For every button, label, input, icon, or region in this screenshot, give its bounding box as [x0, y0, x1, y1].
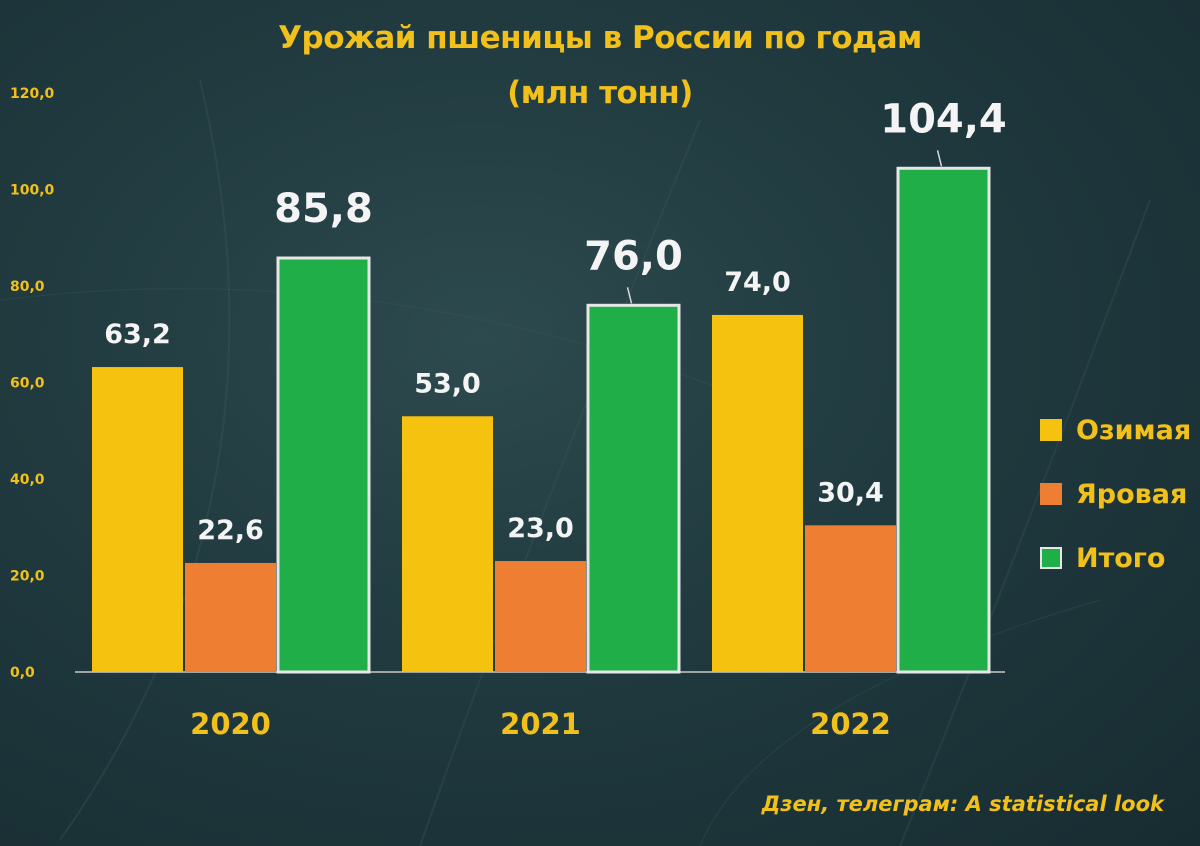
legend-item-total: Итого — [1040, 526, 1191, 590]
y-tick-label: 100,0 — [10, 183, 55, 199]
y-tick-label: 20,0 — [10, 569, 45, 585]
chart-subtitle: (млн тонн) — [507, 75, 693, 111]
leader-line — [626, 287, 633, 304]
bar-total-2022 — [896, 166, 991, 674]
legend-swatch-total — [1040, 547, 1062, 569]
data-label: 22,6 — [197, 515, 264, 546]
legend-item-winter: Озимая — [1040, 398, 1191, 462]
x-category-label: 2020 — [190, 707, 271, 741]
x-category-label: 2021 — [500, 707, 581, 741]
bar-spring-2020 — [185, 562, 276, 672]
data-label: 63,2 — [104, 319, 171, 350]
y-tick-label: 60,0 — [10, 376, 45, 392]
bar-total-2021 — [586, 303, 681, 674]
legend-label-spring: Яровая — [1076, 478, 1188, 510]
bar-winter-2022 — [712, 314, 803, 672]
chart-legend: Озимая Яровая Итого — [1040, 398, 1191, 590]
legend-label-total: Итого — [1076, 542, 1166, 574]
y-tick-label: 0,0 — [10, 665, 35, 681]
legend-label-winter: Озимая — [1076, 414, 1192, 446]
legend-swatch-winter — [1040, 419, 1062, 441]
data-label: 76,0 — [584, 233, 683, 279]
y-tick-label: 120,0 — [10, 86, 55, 102]
data-label: 30,4 — [817, 477, 884, 508]
y-tick-label: 40,0 — [10, 472, 45, 488]
data-label: 23,0 — [507, 513, 574, 544]
data-label: 53,0 — [414, 368, 481, 399]
y-tick-label: 80,0 — [10, 279, 45, 295]
data-label: 85,8 — [274, 186, 373, 232]
bar-winter-2021 — [402, 416, 493, 672]
legend-swatch-spring — [1040, 483, 1062, 505]
leader-line — [936, 150, 943, 167]
bar-spring-2022 — [805, 525, 896, 672]
x-category-label: 2022 — [810, 707, 891, 741]
chart-title: Урожай пшеницы в России по годам — [278, 20, 922, 56]
bar-winter-2020 — [92, 367, 183, 672]
legend-item-spring: Яровая — [1040, 462, 1191, 526]
bar-total-2020 — [276, 256, 371, 674]
data-label: 104,4 — [880, 96, 1007, 142]
data-label: 74,0 — [724, 267, 791, 298]
source-credit: Дзен, телеграм: A statistical look — [761, 792, 1164, 816]
bar-spring-2021 — [495, 561, 586, 672]
